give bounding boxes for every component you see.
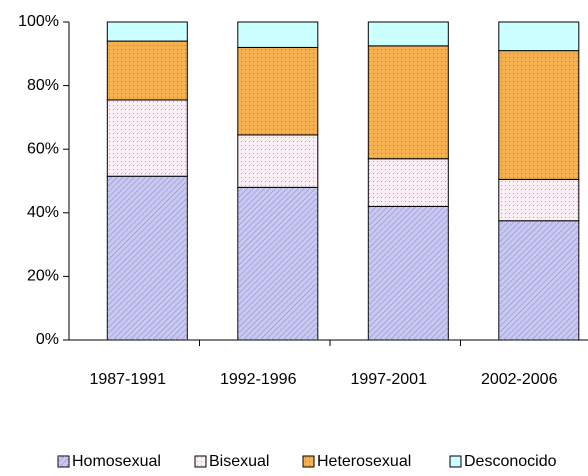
y-tick-label: 20%: [27, 268, 59, 285]
y-tick-label: 40%: [27, 204, 59, 221]
y-tick-label: 0%: [36, 331, 59, 348]
bar-segment: [237, 186, 319, 341]
bar-segment: [106, 99, 188, 177]
bar-segment: [498, 178, 580, 222]
legend-swatch: [449, 455, 462, 468]
bar-segment: [106, 175, 188, 341]
legend-label: Desconocido: [464, 453, 557, 470]
bar-segment: [106, 40, 188, 101]
legend-texture: [303, 456, 314, 467]
bar-segment: [237, 134, 319, 188]
bar-segment: [237, 46, 319, 136]
bar-segment: [367, 205, 449, 341]
bar-segment: [367, 45, 449, 160]
bar-segment: [498, 50, 580, 180]
bar-segment: [367, 158, 449, 207]
x-tick-label: 1987-1991: [89, 371, 166, 388]
y-tick-label: 100%: [18, 13, 59, 30]
y-tick-label: 60%: [27, 140, 59, 157]
bar-segment: [498, 220, 580, 341]
x-tick-label: 1992-1996: [220, 371, 297, 388]
legend-texture: [195, 456, 206, 467]
y-tick-label: 80%: [27, 77, 59, 94]
bar-segment: [106, 21, 188, 42]
legend-label: Bisexual: [209, 453, 269, 470]
legend-label: Heterosexual: [317, 453, 411, 470]
bar-segment: [498, 21, 580, 52]
x-tick-label: 2002-2006: [481, 371, 558, 388]
legend-label: Homosexual: [72, 453, 161, 470]
bar-segment: [367, 21, 449, 47]
legend-texture: [58, 456, 69, 467]
bar-segment: [237, 21, 319, 48]
x-tick-label: 1997-2001: [350, 371, 427, 388]
